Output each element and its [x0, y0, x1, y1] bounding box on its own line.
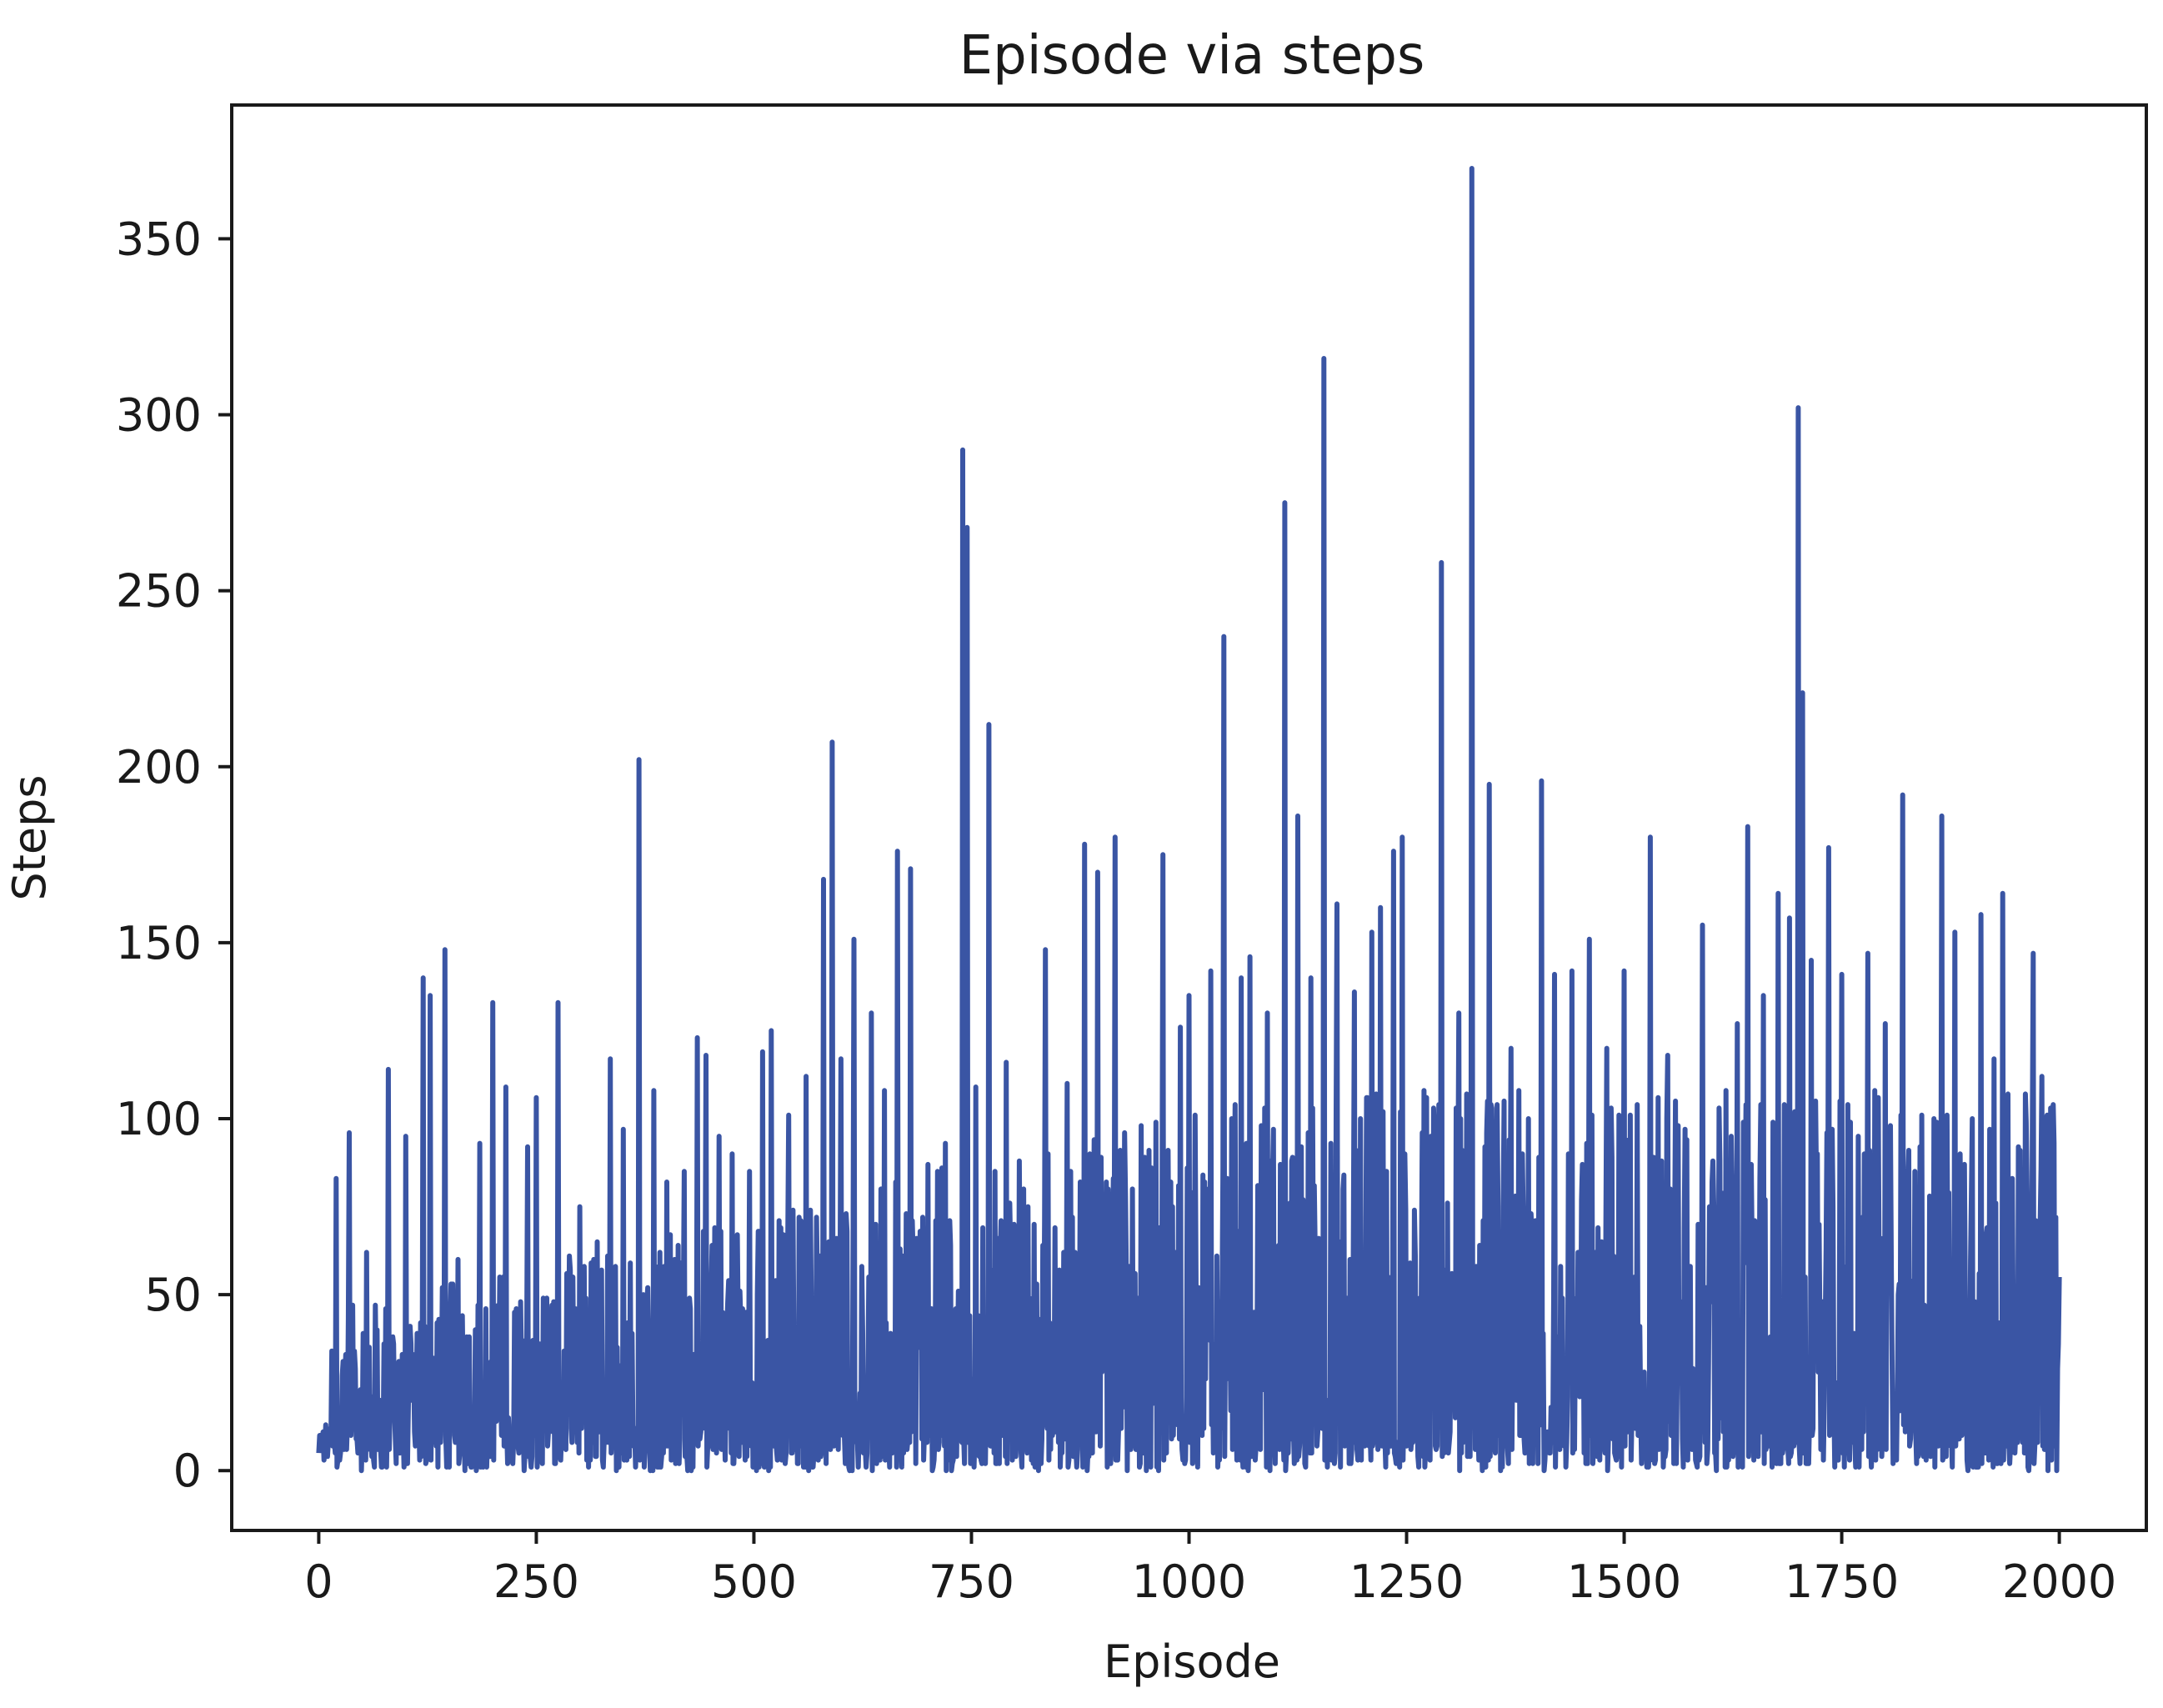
- x-tick-label: 1750: [1785, 1555, 1899, 1608]
- x-tick-label: 2000: [2002, 1555, 2116, 1608]
- y-tick-label: 300: [116, 389, 202, 442]
- x-tick-label: 1250: [1349, 1555, 1464, 1608]
- y-axis: 0 50 100 150 200 250 300 350: [116, 213, 232, 1497]
- y-tick-label: 250: [116, 565, 202, 618]
- y-tick-label: 50: [144, 1269, 202, 1321]
- x-tick-label: 250: [493, 1555, 579, 1608]
- x-tick-label: 500: [711, 1555, 797, 1608]
- x-tick-label: 1000: [1132, 1555, 1246, 1608]
- y-tick-label: 150: [116, 917, 202, 969]
- y-axis-title: Steps: [3, 774, 56, 900]
- x-tick-label: 1500: [1567, 1555, 1681, 1608]
- plot-series: [316, 166, 2062, 1474]
- x-tick-label: 750: [929, 1555, 1014, 1608]
- series-line: [316, 166, 2062, 1474]
- x-axis-title: Episode: [1104, 1635, 1280, 1688]
- x-tick-label: 0: [304, 1555, 333, 1608]
- y-tick-label: 350: [116, 213, 202, 265]
- y-tick-label: 0: [173, 1445, 202, 1497]
- chart-title: Episode via steps: [959, 25, 1425, 87]
- x-axis: 0 250 500 750 1000 1250 1500 1750 2000: [304, 1530, 2116, 1608]
- y-tick-label: 200: [116, 741, 202, 794]
- y-tick-label: 100: [116, 1093, 202, 1145]
